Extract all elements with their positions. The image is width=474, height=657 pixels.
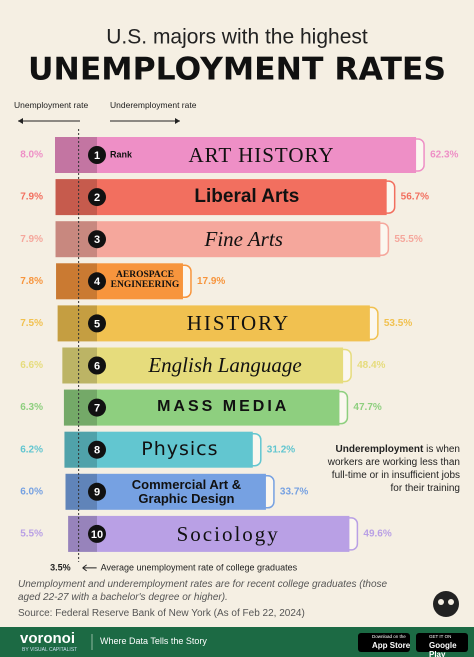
rank-badge [88,188,106,207]
arrow-head [175,118,180,124]
reference-text: Average unemployment rate of college gra… [101,562,298,572]
value-label: 56.7% [401,192,429,203]
bar [97,431,253,468]
bar [97,305,370,342]
bar [97,263,183,300]
value-label: 7.9% [20,234,43,245]
bar [97,179,387,216]
bar [97,389,340,426]
value-label: 62.3% [430,150,458,161]
tagline: Where Data Tells the Story [100,636,207,646]
value-label: 49.6% [363,529,391,540]
bar [97,137,417,173]
rank-badge [88,146,106,164]
category-label: MASS MEDIA [157,398,290,416]
bar [97,347,344,384]
value-label: 8.0% [20,150,43,161]
rank-badge [88,314,106,333]
rank: 8 [94,445,100,457]
value-label: 53.5% [384,318,412,329]
rank-badge [88,482,106,501]
category-label: Liberal Arts [194,186,300,208]
rank: 2 [94,192,100,204]
value-label: 6.3% [20,402,43,413]
legend-label: Unemployment rate [14,100,89,110]
arrow-head [18,118,23,124]
rank: 9 [94,487,100,499]
rank: 6 [94,360,100,372]
legend-label: Underemployment rate [110,100,197,110]
bar [97,221,381,258]
value-label: 47.7% [353,402,381,413]
rank: 4 [94,276,101,288]
rank: 1 [94,150,100,162]
badge-big: Google Play [429,641,457,657]
rank-badge [88,272,106,291]
value-label: 31.2% [267,444,295,455]
category-label: Sociology [176,521,280,546]
rank-badge [88,230,106,249]
note: Underemployment is when workers are work… [318,443,460,495]
badge-small: GET IT ON [429,634,452,639]
bar [97,473,266,510]
badge-big: App Store [372,641,411,650]
reference-arrow [82,564,97,572]
brand: voronoi [20,630,75,647]
value-label: 17.9% [197,276,225,287]
rank-badge [88,524,106,543]
value-label: 6.6% [20,360,43,371]
rank-badge [88,398,106,417]
footnote: Unemployment and underemployment rates a… [18,579,388,603]
category-label: ART HISTORY [188,142,335,167]
badge-small: Download on the [372,634,406,639]
category-label: HISTORY [186,311,291,336]
badge [358,633,410,652]
rank: 5 [94,318,100,330]
chart-title: U.S. majors with the highest [106,26,368,49]
value-label: 6.2% [20,444,43,455]
note-text: is when workers are working less than fu… [327,444,460,494]
rank: 3 [94,234,100,246]
category-label: Fine Arts [204,227,283,252]
rank-badge [88,356,106,375]
chart-subtitle: UNEMPLOYMENT RATES [28,52,446,88]
rank: 7 [94,403,100,415]
category-label: AEROSPACE ENGINEERING [110,270,180,291]
note-term: Underemployment [335,444,424,455]
rank: 10 [91,529,103,541]
rank-label: Rank [110,149,133,159]
bar [97,515,350,552]
category-label: Commercial Art & Graphic Design [131,477,242,506]
value-label: 33.7% [280,486,308,497]
source: Source: Federal Reserve Bank of New York… [18,608,305,619]
value-label: 7.8% [20,276,43,287]
category-label: Physics [141,437,219,460]
category-label: English Language [148,353,302,378]
value-label: 7.9% [20,192,43,203]
value-label: 48.4% [357,360,385,371]
badge [416,633,468,652]
rank-badge [88,440,106,459]
brand-sub: BY VISUAL CAPITALIST [22,647,78,653]
value-label: 55.5% [394,234,422,245]
reference-label: 3.5% [50,562,71,572]
value-label: 6.0% [20,486,43,497]
logo-icon [433,591,459,617]
value-label: 7.5% [20,318,43,329]
value-label: 5.5% [20,529,43,540]
